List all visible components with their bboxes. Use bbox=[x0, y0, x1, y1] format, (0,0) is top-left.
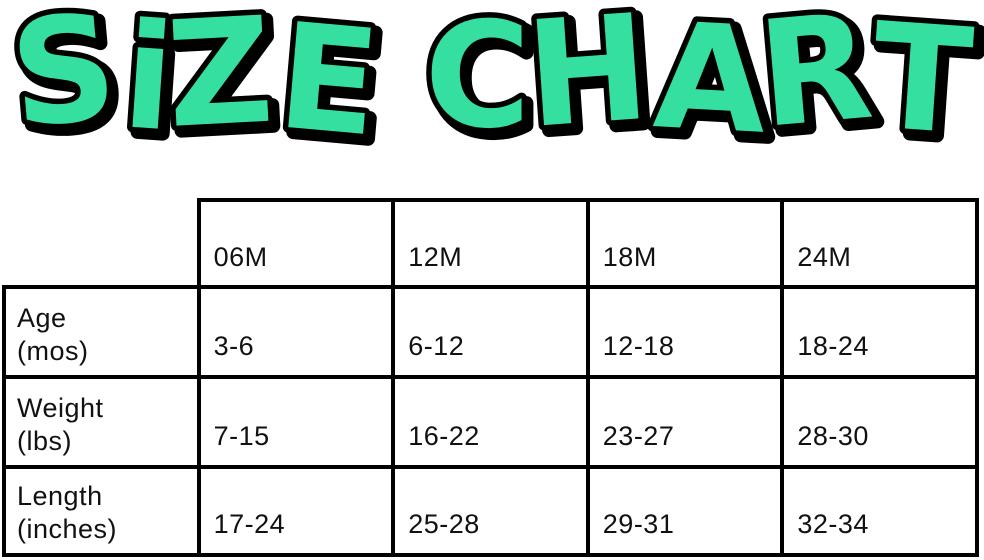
corner-empty-cell bbox=[4, 200, 199, 287]
table-row-length: Length (inches) 17-24 25-28 29-31 32-34 bbox=[2, 465, 979, 557]
table-cell: 29-31 bbox=[585, 465, 785, 557]
table-header-row: 06M 12M 18M 24M bbox=[4, 198, 979, 289]
table-cell: 23-27 bbox=[585, 375, 785, 469]
row-label-length: Length (inches) bbox=[2, 465, 201, 557]
row-label-line2: (lbs) bbox=[17, 426, 72, 457]
row-label-line1: Weight bbox=[17, 392, 104, 423]
table-cell: 7-15 bbox=[196, 375, 396, 469]
table-cell: 18-24 bbox=[780, 285, 979, 379]
table-row-weight: Weight (lbs) 7-15 16-22 23-27 28-30 bbox=[2, 375, 979, 469]
table-cell: 28-30 bbox=[780, 375, 979, 469]
table-row-age: Age (mos) 3-6 6-12 12-18 18-24 bbox=[2, 285, 979, 379]
row-label-line1: Age bbox=[17, 302, 67, 333]
column-header-24m: 24M bbox=[780, 198, 979, 289]
table-cell: 25-28 bbox=[391, 465, 590, 557]
row-label-line1: Length bbox=[17, 480, 103, 511]
table-cell: 16-22 bbox=[391, 375, 590, 469]
column-header-06m: 06M bbox=[196, 198, 396, 289]
column-header-18m: 18M bbox=[585, 198, 785, 289]
column-header-12m: 12M bbox=[391, 198, 590, 289]
page-title: SiZE CHART SiZE CHART bbox=[0, 0, 984, 181]
row-label-age: Age (mos) bbox=[2, 285, 201, 379]
table-cell: 6-12 bbox=[391, 285, 590, 379]
row-label-line2: (mos) bbox=[17, 336, 89, 367]
table-cell: 32-34 bbox=[780, 465, 979, 557]
table-cell: 17-24 bbox=[196, 465, 396, 557]
size-chart-title-text: SiZE CHART bbox=[4, 0, 977, 169]
size-chart-title-outline: SiZE CHART bbox=[9, 0, 982, 172]
row-label-line2: (inches) bbox=[17, 514, 118, 545]
table-cell: 12-18 bbox=[585, 285, 785, 379]
table-cell: 3-6 bbox=[196, 285, 396, 379]
row-label-weight: Weight (lbs) bbox=[2, 375, 201, 469]
size-chart-table: 06M 12M 18M 24M Age (mos) 3-6 6-12 12-18… bbox=[2, 198, 979, 557]
size-chart-title-graphic: SiZE CHART SiZE CHART bbox=[0, 0, 984, 181]
